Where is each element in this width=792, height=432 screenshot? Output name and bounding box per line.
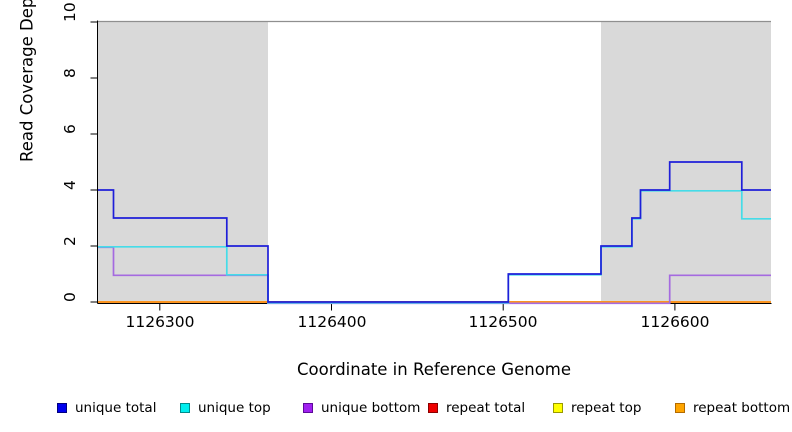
legend-label: unique bottom — [321, 400, 421, 416]
shaded-region — [98, 21, 268, 303]
legend-swatch-repeat-total — [428, 403, 438, 413]
x-tick-label: 1126500 — [468, 313, 538, 331]
legend-item-unique-total: unique total — [57, 397, 156, 419]
legend-swatch-repeat-bottom — [675, 403, 685, 413]
x-tick-label: 1126300 — [125, 313, 195, 331]
x-tick-label: 1126400 — [297, 313, 367, 331]
legend-item-repeat-total: repeat total — [428, 397, 525, 419]
legend-swatch-unique-top — [180, 403, 190, 413]
legend-item-unique-top: unique top — [180, 397, 271, 419]
legend-label: repeat top — [571, 400, 642, 416]
legend-swatch-repeat-top — [553, 403, 563, 413]
legend-item-repeat-bottom: repeat bottom — [675, 397, 790, 419]
x-axis-title: Coordinate in Reference Genome — [296, 360, 572, 379]
legend-label: unique total — [75, 400, 157, 416]
legend-label: repeat total — [446, 400, 526, 416]
legend-item-unique-bottom: unique bottom — [303, 397, 420, 419]
legend-swatch-unique-bottom — [303, 403, 313, 413]
legend: unique total unique top unique bottom re… — [0, 397, 792, 421]
x-tick-label: 1126600 — [640, 313, 710, 331]
legend-swatch-unique-total — [57, 403, 67, 413]
legend-label: repeat bottom — [693, 400, 791, 416]
legend-label: unique top — [198, 400, 271, 416]
legend-item-repeat-top: repeat top — [553, 397, 641, 419]
series-unique-total — [98, 161, 771, 303]
